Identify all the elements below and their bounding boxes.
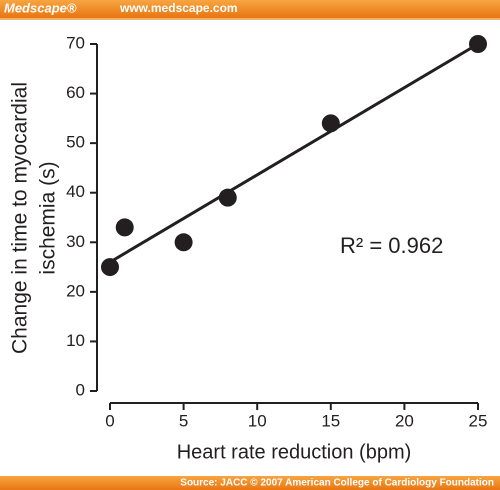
y-tick-label: 70 <box>66 33 85 52</box>
y-tick-label: 40 <box>66 182 85 201</box>
r-squared-annotation: R² = 0.962 <box>340 233 443 258</box>
y-tick-label: 10 <box>66 331 85 350</box>
data-point <box>321 114 340 133</box>
y-axis-label: Change in time to myocardial <box>9 82 32 354</box>
y-tick-label: 60 <box>66 83 85 102</box>
footer-bar <box>0 476 500 490</box>
y-tick-label: 20 <box>66 281 85 300</box>
y-tick-label: 30 <box>66 232 85 251</box>
x-tick-label: 20 <box>395 411 414 430</box>
data-point <box>115 218 134 237</box>
y-tick-label: 0 <box>76 380 85 399</box>
trend-line <box>109 42 479 264</box>
brand: Medscape® <box>4 0 77 15</box>
header-rule <box>0 18 500 20</box>
x-tick-label: 10 <box>248 411 267 430</box>
y-tick-label: 50 <box>66 133 85 152</box>
x-tick-label: 0 <box>105 411 114 430</box>
data-point <box>469 35 487 53</box>
x-tick-label: 25 <box>469 411 488 430</box>
x-axis-label: Heart rate reduction (bpm) <box>177 441 412 463</box>
x-tick-label: 15 <box>321 411 340 430</box>
data-point <box>218 188 237 207</box>
source-note: Source: JACC © 2007 American College of … <box>180 478 494 489</box>
data-point <box>174 233 193 252</box>
site-url[interactable]: www.medscape.com <box>119 1 238 15</box>
y-axis-label: ischemia (s) <box>37 161 60 274</box>
data-point <box>101 258 119 277</box>
header-bar <box>0 0 500 18</box>
x-tick-label: 5 <box>179 411 188 430</box>
